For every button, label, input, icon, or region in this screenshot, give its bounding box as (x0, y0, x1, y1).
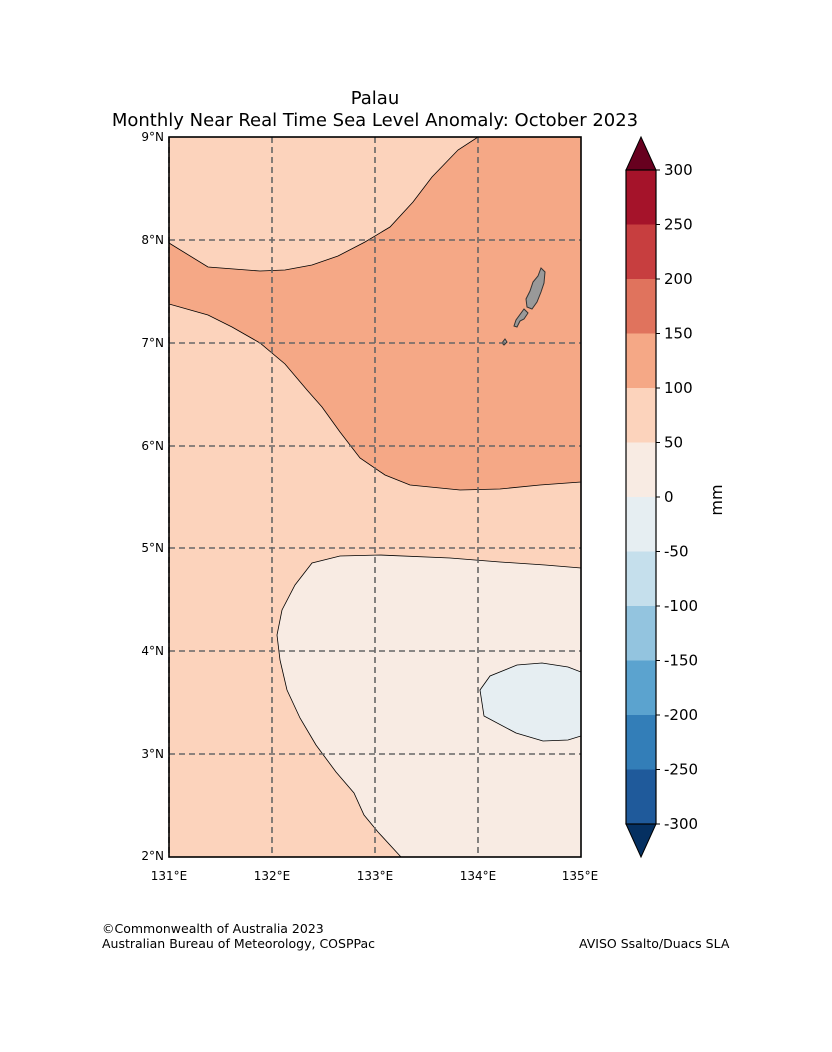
palau-islet-land (513, 308, 529, 328)
colorbar-segment (626, 388, 656, 443)
lat-label-4n: 4°N (141, 644, 164, 658)
colorbar-tick-label: 200 (664, 270, 693, 288)
colorbar-tick-label: 150 (664, 325, 693, 343)
colorbar-tick-label: -200 (664, 706, 698, 724)
data-source-credit: AVISO Ssalto/Duacs SLA (579, 936, 730, 951)
lon-label-135e: 135°E (562, 869, 599, 883)
colorbar-tick-label: -100 (664, 597, 698, 615)
colorbar-tick-label: 100 (664, 379, 693, 397)
colorbar-segment (626, 224, 656, 280)
lon-label-133e: 133°E (357, 869, 394, 883)
colorbar-tick-label: -300 (664, 815, 698, 833)
lon-label-131e: 131°E (151, 869, 188, 883)
colorbar-tick-label: 0 (664, 488, 674, 506)
colorbar-segment (626, 715, 656, 770)
colorbar-segment (626, 442, 656, 498)
colorbar-segment (626, 333, 656, 389)
lat-label-5n: 5°N (141, 541, 164, 555)
longitude-labels: 131°E 132°E 133°E 134°E 135°E (151, 869, 599, 883)
colorbar-unit-label: mm (707, 484, 726, 515)
map-title: Palau (350, 88, 400, 109)
copyright-line: ©Commonwealth of Australia 2023 (102, 921, 324, 936)
lat-label-9n: 9°N (141, 130, 164, 144)
map-subtitle: Monthly Near Real Time Sea Level Anomaly… (111, 110, 639, 131)
lat-label-7n: 7°N (141, 336, 164, 350)
colorbar-extend-max (625, 135, 657, 171)
colorbar-tick-label: -250 (664, 761, 698, 779)
palau-island-land (525, 267, 546, 310)
colorbar-segment (626, 551, 656, 607)
colorbar-segment (626, 497, 656, 552)
lat-label-6n: 6°N (141, 439, 164, 453)
map-frame (168, 136, 582, 858)
copyright-credit: ©Commonwealth of Australia 2023 Australi… (102, 921, 375, 951)
colorbar-segment (626, 769, 656, 825)
lat-label-2n: 2°N (141, 849, 164, 863)
lat-label-8n: 8°N (141, 233, 164, 247)
colorbar-tick-label: 250 (664, 216, 693, 234)
colorbar-tick-label: 300 (664, 161, 693, 179)
colorbar-tick-label: 50 (664, 434, 683, 452)
lon-label-134e: 134°E (460, 869, 497, 883)
lon-label-132e: 132°E (254, 869, 291, 883)
region-anomaly-0-50 (276, 554, 581, 857)
colorbar-segment (626, 660, 656, 716)
region-anomaly-neg50-0 (479, 662, 581, 742)
colorbar: 300 250 200 150 100 50 0 -50 -100 -150 -200 -250 -30… (625, 135, 698, 859)
latitude-labels: 9°N 8°N 7°N 6°N 5°N 4°N 3°N 2°N (141, 130, 164, 863)
agency-line: Australian Bureau of Meteorology, COSPPa… (102, 936, 375, 951)
map-gridlines (168, 137, 581, 857)
colorbar-extend-min (625, 823, 657, 859)
colorbar-tick-label: -150 (664, 652, 698, 670)
colorbar-tick-label: -50 (664, 543, 689, 561)
colorbar-segment (626, 279, 656, 334)
colorbar-segment (626, 606, 656, 661)
colorbar-segment (626, 170, 656, 225)
lat-label-3n: 3°N (141, 747, 164, 761)
